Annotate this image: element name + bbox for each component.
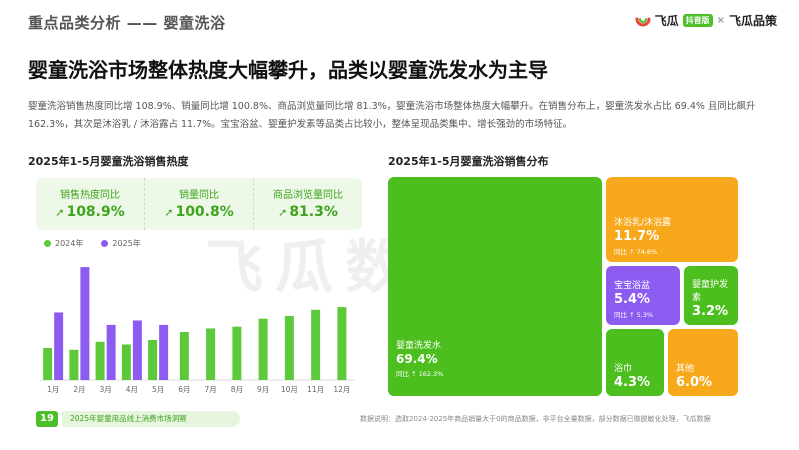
x-tick-label: 4月 (126, 385, 138, 394)
treemap-cell-towel: 浴巾 4.3% (606, 329, 664, 396)
treemap-label: 宝宝浴盆 (614, 281, 651, 291)
x-tick-label: 2月 (73, 385, 85, 394)
bar-2024-3 (95, 341, 105, 380)
x-tick-label: 5月 (152, 385, 164, 394)
brand-separator: × (716, 15, 725, 26)
brand-logo: 飞瓜 抖音版 × 飞瓜品策 (635, 12, 777, 29)
bar-2024-10 (284, 316, 294, 380)
treemap-value: 4.3% (614, 375, 651, 390)
bar-2024-9 (258, 318, 268, 380)
legend-item-2024: 2024年 (44, 238, 83, 249)
treemap-cell-body-wash: 沐浴乳/沐浴露 11.7% 同比 ↑ 74.6% (606, 177, 738, 262)
x-tick-label: 11月 (307, 385, 324, 394)
metric-value: ➚ 81.3% (278, 204, 338, 220)
legend-swatch (44, 240, 51, 247)
metric-label: 销量同比 (179, 190, 219, 201)
metric-volume: 销量同比 ➚ 100.8% (145, 178, 254, 230)
treemap-cell-other: 其他 6.0% (668, 329, 738, 396)
bar-2024-8 (232, 326, 242, 380)
treemap-cell-conditioner: 婴童护发素 3.2% (684, 266, 738, 325)
page-headline: 婴童洗浴市场整体热度大幅攀升，品类以婴童洗发水为主导 (28, 58, 548, 82)
bar-2025-4 (132, 320, 142, 380)
metric-box: 销售热度同比 ➚ 108.9% 销量同比 ➚ 100.8% 商品浏览量同比 ➚ 81.… (36, 178, 362, 230)
bar-2024-1 (43, 348, 53, 380)
bar-2025-1 (54, 312, 64, 380)
up-arrow-icon: ➚ (278, 206, 288, 219)
melon-logo-icon (635, 17, 651, 26)
treemap-value: 6.0% (676, 375, 713, 390)
section-title: 重点品类分析 —— 婴童洗浴 (28, 14, 226, 32)
metric-value: ➚ 108.9% (55, 204, 125, 220)
bar-2024-4 (121, 344, 131, 380)
treemap-label: 婴童护发素 (692, 280, 729, 303)
x-tick-label: 7月 (204, 385, 216, 394)
metric-label: 商品浏览量同比 (273, 190, 343, 201)
treemap-value: 11.7% (614, 229, 660, 244)
bar-2024-6 (179, 332, 189, 380)
legend-label: 2025年 (112, 239, 141, 248)
treemap-label: 其他 (676, 364, 695, 374)
summary-text: 婴童洗浴销售热度同比增 108.9%、销量同比增 100.8%、商品浏览量同比增… (28, 101, 756, 130)
x-tick-label: 6月 (178, 385, 190, 394)
treemap-value: 3.2% (692, 304, 729, 319)
treemap-label: 浴巾 (614, 364, 633, 374)
bar-2025-3 (106, 324, 116, 380)
legend-swatch (101, 240, 109, 247)
x-tick-label: 8月 (231, 385, 243, 394)
metric-views: 商品浏览量同比 ➚ 81.3% (254, 178, 362, 230)
bar-chart-title: 2025年1-5月婴童洗浴销售热度 (28, 155, 189, 168)
bar-2024-12 (337, 307, 347, 380)
treemap-cell-shampoo: 婴童洗发水 69.4% 同比 ↑ 162.3% (388, 177, 602, 396)
brand-secondary: 飞瓜品策 (728, 14, 777, 28)
page-number: 19 (36, 411, 58, 427)
metric-value: ➚ 100.8% (164, 204, 234, 220)
treemap-value: 5.4% (614, 292, 651, 307)
x-tick-label: 9月 (257, 385, 269, 394)
treemap-label: 婴童洗发水 (396, 341, 442, 351)
brand-badge: 抖音版 (682, 14, 713, 27)
x-tick-label: 12月 (333, 385, 350, 394)
legend-item-2025: 2025年 (101, 238, 141, 249)
x-tick-label: 3月 (99, 385, 111, 394)
treemap-growth: 同比 ↑ 162.3% (396, 370, 444, 378)
treemap-label: 沐浴乳/沐浴露 (614, 218, 672, 228)
bar-2024-11 (311, 309, 321, 380)
up-arrow-icon: ➚ (164, 206, 174, 219)
treemap-title: 2025年1-5月婴童洗浴销售分布 (388, 155, 549, 168)
metric-label: 销售热度同比 (60, 190, 120, 201)
report-name: 2025年婴童用品线上消费市场洞察 (62, 411, 240, 427)
bar-chart: 1月 2月 3月 4月 5月 6月 7月 8月 9月 10月 11月 12月 (40, 267, 355, 394)
data-note: 数据说明：选取2024-2025年商品销量大于0的商品数据，非平台全量数据，部分… (360, 415, 711, 423)
bar-2025-5 (159, 324, 169, 380)
bar-2025-2 (80, 267, 90, 380)
bar-2024-5 (148, 340, 158, 380)
legend-label: 2024年 (55, 239, 84, 248)
metric-sales-heat: 销售热度同比 ➚ 108.9% (36, 178, 145, 230)
chart-legend: 2024年 2025年 (44, 238, 141, 249)
bar-2024-7 (206, 328, 216, 380)
x-tick-label: 10月 (281, 385, 298, 394)
treemap-growth: 同比 ↑ 74.6% (614, 248, 658, 256)
x-tick-label: 1月 (47, 385, 59, 394)
treemap-value: 69.4% (396, 352, 438, 366)
brand-name: 飞瓜 (654, 14, 679, 28)
treemap-cell-baby-tub: 宝宝浴盆 5.4% 同比 ↑ 5.3% (606, 266, 680, 325)
up-arrow-icon: ➚ (55, 206, 65, 219)
bar-2024-2 (69, 349, 79, 380)
treemap-growth: 同比 ↑ 5.3% (614, 311, 654, 319)
